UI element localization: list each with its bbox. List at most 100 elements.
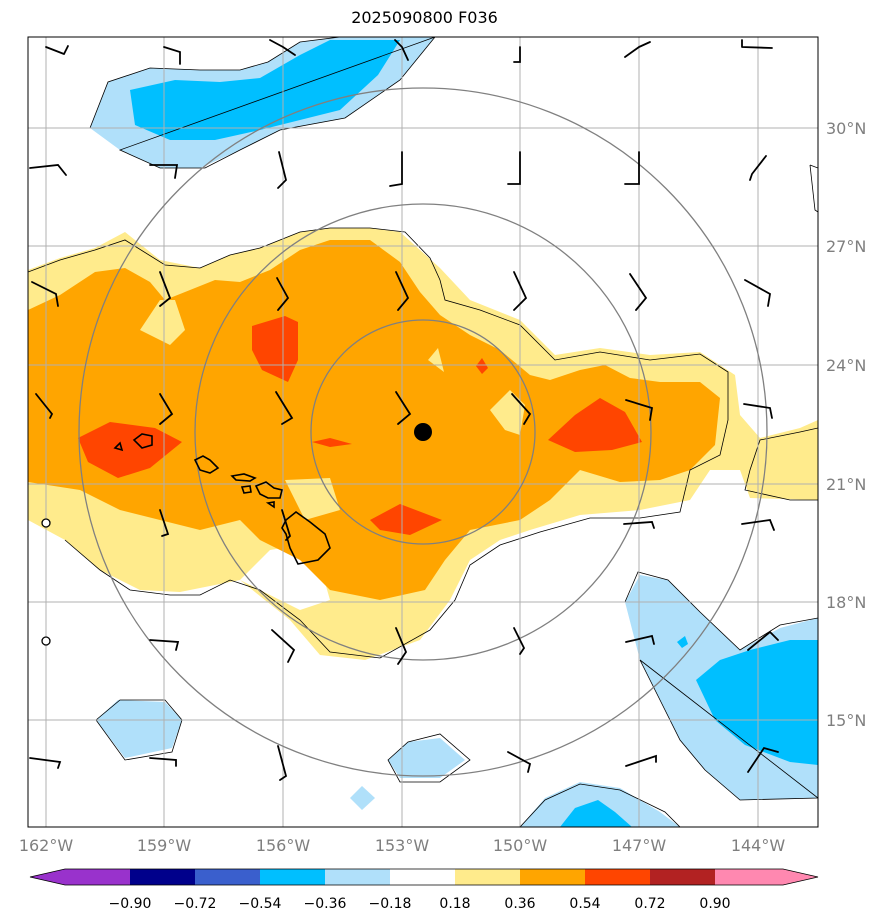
- contour-east-right: [744, 427, 818, 501]
- wind-barb: [281, 509, 292, 541]
- wind-barb: [389, 151, 403, 187]
- wind-barb: [395, 391, 412, 425]
- wind-barb: [395, 271, 410, 311]
- colorbar-tick: 0.18: [439, 896, 470, 912]
- wind-barb: [743, 403, 773, 419]
- wind-barb: [31, 281, 59, 307]
- colorbar-tick: −0.36: [304, 896, 347, 912]
- wind-barb: [741, 39, 773, 49]
- wind-barb: [163, 46, 181, 65]
- wind-barb: [624, 151, 640, 185]
- field-red-patch-4: [370, 504, 442, 535]
- wind-barb: [625, 754, 657, 767]
- wind-barb: [277, 151, 287, 189]
- wind-barb: [149, 639, 180, 651]
- wind-barb: [29, 757, 62, 769]
- lon-label: 150°W: [493, 836, 548, 855]
- colorbar-swatch-10b: [783, 869, 818, 885]
- chart-title: 2025090800 F036: [351, 8, 498, 27]
- field-red-patch-1: [78, 422, 182, 478]
- wind-barb: [276, 277, 290, 311]
- field-lightblue-small: [350, 786, 375, 810]
- longitude-labels: 162°W 159°W 156°W 153°W 150°W 147°W 144°…: [19, 836, 786, 855]
- wind-barb: [395, 627, 408, 665]
- wind-barb: [749, 155, 767, 181]
- lat-label: 24°N: [826, 356, 866, 375]
- wind-barb: [629, 273, 648, 311]
- range-ring-inner: [310, 319, 536, 545]
- map-frame: [27, 36, 819, 828]
- lat-label: 21°N: [826, 475, 866, 494]
- field-orange-region: [28, 240, 720, 600]
- contour-north: [89, 37, 436, 169]
- colorbar-outline: [29, 868, 819, 886]
- wind-barb: [511, 393, 532, 425]
- colorbar: −0.90 −0.72 −0.54 −0.36 −0.18 0.18 0.36 …: [29, 868, 819, 912]
- contour-main: [28, 227, 729, 659]
- lon-label: 156°W: [256, 836, 311, 855]
- wind-barb: [269, 39, 296, 56]
- wind-barb: [507, 751, 532, 773]
- contour-lines: [28, 37, 818, 827]
- field-yellow-island-2: [490, 390, 525, 435]
- wind-barb: [275, 391, 294, 425]
- island-molokai: [230, 473, 257, 482]
- wind-barb: [149, 757, 177, 767]
- colorbar-tick: −0.72: [174, 896, 217, 912]
- colorbar-swatch-3: [260, 869, 325, 885]
- field-yellow-island-3: [428, 348, 444, 372]
- island-kauai: [132, 433, 153, 449]
- wind-barb: [159, 393, 174, 425]
- field-lightblue-southwest: [96, 700, 182, 758]
- wind-barb: [271, 629, 296, 663]
- field-lightblue-south: [388, 738, 465, 778]
- wind-barb: [623, 521, 655, 529]
- colorbar-swatch-2: [195, 869, 260, 885]
- lat-label: 18°N: [826, 593, 866, 612]
- wind-barb: [625, 399, 654, 421]
- colorbar-tick: −0.18: [369, 896, 412, 912]
- calm-circle-1: [41, 518, 51, 528]
- wind-barb: [277, 745, 288, 781]
- field-yellow-island-1: [140, 300, 185, 345]
- island-kahoolawe: [265, 501, 275, 509]
- contour-south: [387, 733, 471, 783]
- wind-barb: [159, 509, 170, 537]
- colorbar-swatch-4: [325, 869, 390, 885]
- colorbar-swatch-6: [455, 869, 520, 885]
- contour-east-blue: [624, 571, 818, 801]
- lat-label: 27°N: [826, 237, 866, 256]
- wind-barb: [29, 164, 67, 176]
- lon-label: 144°W: [731, 836, 786, 855]
- island-maui: [254, 481, 283, 499]
- latitude-labels: 30°N 27°N 24°N 21°N 18°N 15°N: [826, 119, 866, 730]
- colorbar-swatch-0b: [65, 869, 130, 885]
- range-rings: [78, 87, 768, 777]
- wind-barb: [747, 746, 779, 773]
- wind-barbs: [29, 39, 779, 781]
- colorbar-swatch-9: [650, 869, 715, 885]
- wind-barb: [513, 627, 526, 655]
- shaded-field: [28, 37, 818, 827]
- range-ring-outer: [78, 87, 768, 777]
- field-red-patch-6: [476, 358, 488, 374]
- wind-barb: [35, 393, 54, 419]
- wind-barb: [507, 151, 521, 185]
- island-hawaii: [281, 510, 331, 565]
- field-blue-bottom: [560, 800, 632, 827]
- colorbar-swatch-0: [30, 869, 65, 885]
- hawaiian-islands: [113, 433, 331, 565]
- colorbar-tick: 0.54: [569, 896, 600, 912]
- colorbar-tick: 0.90: [699, 896, 730, 912]
- wind-barb: [625, 634, 655, 645]
- island-lanai: [240, 485, 252, 494]
- wind-barb: [741, 519, 775, 531]
- wind-barb: [159, 271, 172, 307]
- lon-label: 147°W: [612, 836, 667, 855]
- lon-label: 162°W: [19, 836, 74, 855]
- wind-barb: [149, 164, 179, 179]
- field-blue-dot: [677, 636, 688, 648]
- colorbar-tick: −0.90: [109, 896, 152, 912]
- lat-label: 30°N: [826, 119, 866, 138]
- wind-barb: [394, 39, 409, 61]
